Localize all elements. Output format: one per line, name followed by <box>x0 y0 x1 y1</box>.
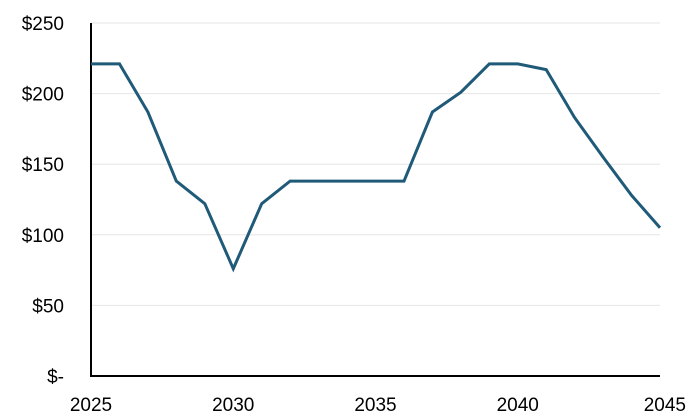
data-point-2042 <box>572 115 578 121</box>
y-tick-label-50: $50 <box>32 296 64 317</box>
data-point-2041 <box>543 67 549 73</box>
x-axis-tick-labels: 2025 2030 2035 2040 2045 <box>70 395 686 415</box>
data-point-2043 <box>600 154 606 160</box>
series-group <box>88 61 663 273</box>
data-point-2034 <box>344 178 350 184</box>
x-tick-label-2040: 2040 <box>497 395 539 415</box>
x-tick-label-2030: 2030 <box>212 395 254 415</box>
y-tick-label-100: $100 <box>22 226 64 247</box>
data-point-2031 <box>259 201 265 207</box>
y-axis-tick-labels: $- $50 $100 $150 $200 $250 <box>22 14 64 388</box>
y-tick-label-150: $150 <box>22 155 64 176</box>
data-point-2033 <box>316 178 322 184</box>
y-tick-label-250: $250 <box>22 14 64 35</box>
data-point-2038 <box>458 89 464 95</box>
data-point-2030 <box>230 266 236 272</box>
y-tick-label-0: $- <box>47 367 64 388</box>
data-point-2037 <box>429 109 435 115</box>
data-point-2045 <box>657 225 663 231</box>
data-point-2027 <box>145 109 151 115</box>
data-point-2032 <box>287 178 293 184</box>
x-tick-label-2045: 2045 <box>644 395 686 415</box>
data-point-2044 <box>629 192 635 198</box>
data-point-2026 <box>116 61 122 67</box>
data-point-2039 <box>486 61 492 67</box>
x-tick-label-2025: 2025 <box>70 395 112 415</box>
data-point-2035 <box>373 178 379 184</box>
data-point-2036 <box>401 178 407 184</box>
data-point-2025 <box>88 61 94 67</box>
data-point-2029 <box>202 201 208 207</box>
gridlines <box>91 22 660 306</box>
y-tick-label-200: $200 <box>22 85 64 106</box>
data-point-2028 <box>173 178 179 184</box>
data-point-2040 <box>515 61 521 67</box>
x-tick-label-2035: 2035 <box>354 395 396 415</box>
series-line-0 <box>91 62 662 273</box>
